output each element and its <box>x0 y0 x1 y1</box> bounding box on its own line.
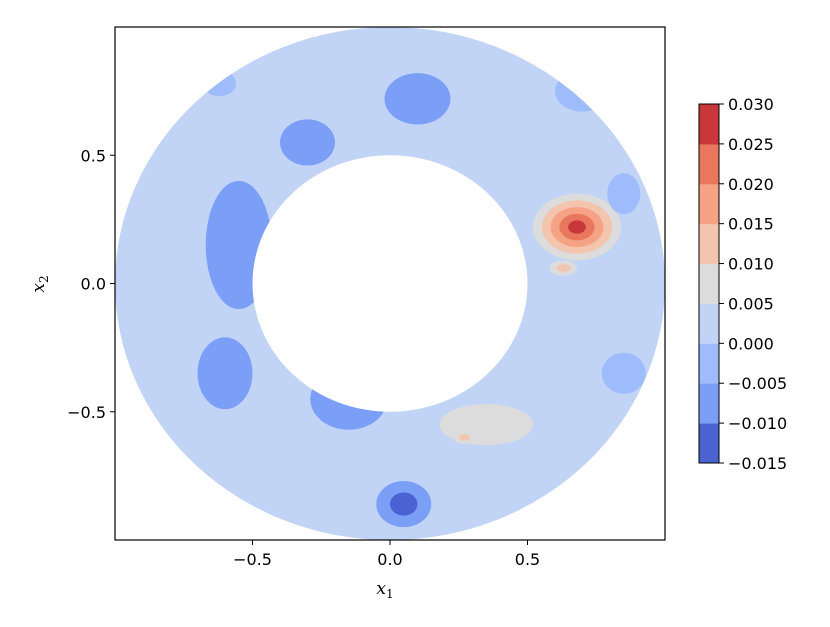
contour-band <box>527 286 594 358</box>
contour-feature <box>280 119 335 166</box>
contour-band <box>255 450 333 502</box>
contour-feature <box>197 337 253 410</box>
colorbar-segment <box>699 263 719 304</box>
colorbar-tick-label: 0.005 <box>728 294 774 313</box>
contour-band <box>203 70 236 97</box>
colorbar-segment <box>699 343 719 384</box>
contour-feature <box>601 352 646 394</box>
y-tick-label: −0.5 <box>67 403 106 422</box>
colorbar-tick-label: 0.010 <box>728 255 774 274</box>
colorbar-tick-label: 0.025 <box>728 135 774 154</box>
y-tick-label: 0.0 <box>81 275 106 294</box>
contour-feature <box>502 450 580 502</box>
contour-feature <box>310 368 388 430</box>
contour-feature <box>607 173 641 215</box>
colorbar-frame <box>698 103 720 464</box>
x-tick-label: 0.0 <box>377 550 402 569</box>
x-axis-label: x1 <box>376 579 393 601</box>
colorbar-segment <box>699 104 719 145</box>
contour-feature <box>555 70 610 112</box>
contour-band <box>197 337 253 410</box>
contour-feature <box>549 260 577 276</box>
colorbar-segment <box>699 303 719 344</box>
y-axis-label: x2 <box>29 275 51 292</box>
contour-feature <box>255 450 333 502</box>
contour-band <box>556 264 571 272</box>
contour-band <box>219 101 275 148</box>
contour-feature <box>205 180 272 310</box>
colorbar-tick-label: −0.010 <box>728 414 787 433</box>
colorbar-tick-label: 0.015 <box>728 215 774 234</box>
x-tick-label: 0.5 <box>515 550 540 569</box>
contour-feature <box>453 430 476 444</box>
contour-feature <box>439 404 533 446</box>
colorbar-tick-label: −0.015 <box>728 454 787 473</box>
contour-field <box>115 27 665 540</box>
colorbar-tick-label: 0.030 <box>728 95 774 114</box>
colorbar-tick-label: 0.000 <box>728 334 774 353</box>
contour-band <box>502 450 580 502</box>
contour-feature <box>533 193 621 261</box>
contour-band <box>555 70 610 112</box>
contour-band <box>280 119 335 166</box>
contour-band <box>607 173 641 215</box>
y-axis: −0.5 0.0 0.5 <box>67 146 115 422</box>
colorbar: −0.015 −0.010 −0.005 0.000 0.005 0.010 0.015 0.… <box>698 95 787 473</box>
contour-band <box>390 492 418 516</box>
colorbar-tick-label: −0.005 <box>728 374 787 393</box>
contour-feature <box>384 73 451 125</box>
contour-feature <box>527 286 594 358</box>
contour-feature <box>376 481 432 528</box>
contour-feature <box>219 101 275 148</box>
colorbar-segment <box>699 423 719 464</box>
x-tick-label: −0.5 <box>233 550 272 569</box>
contour-band <box>568 220 586 234</box>
contour-band <box>310 368 388 430</box>
colorbar-segment <box>699 383 719 424</box>
colorbar-tick-label: 0.020 <box>728 175 774 194</box>
colorbar-segment <box>699 183 719 225</box>
colorbar-segment <box>699 223 719 265</box>
contour-band <box>601 352 646 394</box>
contour-feature <box>142 265 198 328</box>
contour-band <box>384 73 451 125</box>
contour-band <box>142 265 198 328</box>
contour-band <box>439 404 533 446</box>
colorbar-segment <box>699 143 719 185</box>
contour-band <box>458 434 470 441</box>
y-tick-label: 0.5 <box>81 146 106 165</box>
contour-feature <box>458 98 569 171</box>
contour-band <box>205 180 272 310</box>
contour-band <box>458 98 569 171</box>
x-axis: −0.5 0.0 0.5 <box>233 540 540 569</box>
contour-feature <box>203 70 236 97</box>
plot-area <box>115 27 665 540</box>
